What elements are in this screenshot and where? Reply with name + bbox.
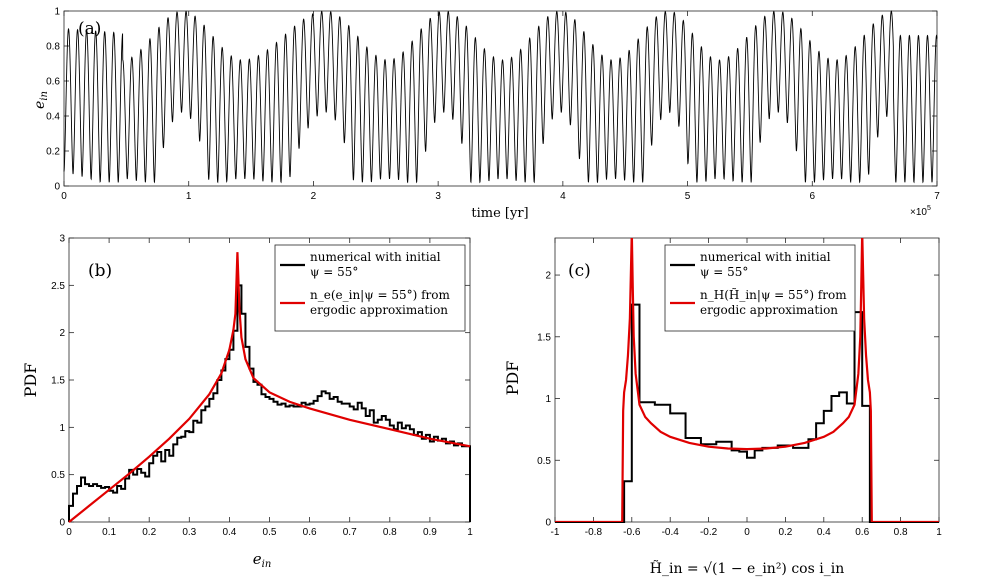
x-tick-label-1: 0.9 <box>423 527 437 538</box>
legend-entry-line2-1-1: ergodic approximation <box>310 303 448 317</box>
x-tick-label-2: 0.2 <box>778 527 792 538</box>
series-line-e-in-time <box>63 10 938 184</box>
y-tick-label-1: 2 <box>59 328 65 339</box>
x-tick-label-2: -0.8 <box>585 527 603 538</box>
panel-c-hamiltonian-pdf: (c) PDF H̃_in = √(1 − e_in²) cos i_in -1… <box>503 237 942 577</box>
legend-entry-2-0: numerical with initial <box>700 250 831 264</box>
panel-a-time-series: (a) ein time [yr] ×105 0 1 2 3 4 5 6 7 0 0.2 0.4 0.… <box>32 7 940 222</box>
y-tick-label-2: 0 <box>545 518 551 529</box>
x-axis-label-b: ein <box>253 550 272 570</box>
x-tick-label-0: 3 <box>435 191 441 202</box>
curve-ergodic-b <box>68 252 471 523</box>
x-tick-label-1: 0.4 <box>222 527 236 538</box>
x-tick-label-1: 0.1 <box>102 527 116 538</box>
x-tick-label-2: 0 <box>744 527 750 538</box>
x-tick-label-1: 0.2 <box>142 527 156 538</box>
x-tick-label-0: 5 <box>685 191 691 202</box>
x-tick-label-2: 0.6 <box>855 527 869 538</box>
x-tick-label-2: -1 <box>551 527 560 538</box>
legend-entry-line2-2-0: ψ = 55° <box>700 265 748 279</box>
y-tick-label-2: 2 <box>545 271 551 282</box>
legend-entry-2-1: n_H(H̃_in|ψ = 55°) from <box>700 287 847 302</box>
x-tick-label-2: 0.8 <box>894 527 908 538</box>
x-axis-label-a: time [yr] <box>471 206 528 221</box>
y-tick-label-0: 0.2 <box>46 147 60 158</box>
y-axis-label-c: PDF <box>503 361 522 396</box>
x-tick-label-2: 0.4 <box>817 527 831 538</box>
y-tick-label-2: 0.5 <box>537 456 551 467</box>
x-tick-label-1: 0.7 <box>343 527 357 538</box>
y-tick-label-1: 0 <box>59 518 65 529</box>
y-tick-label-0: 0.8 <box>46 42 60 53</box>
x-axis-exponent-a: ×105 <box>910 205 931 218</box>
legend-entry-line2-1-0: ψ = 55° <box>310 265 358 279</box>
y-tick-label-1: 0.5 <box>51 470 65 481</box>
y-tick-label-1: 2.5 <box>51 281 65 292</box>
x-tick-label-1: 1 <box>467 527 473 538</box>
y-tick-label-0: 0.6 <box>46 77 60 88</box>
x-axis-label-c: H̃_in = √(1 − e_in²) cos i_in <box>650 559 844 577</box>
x-tick-label-2: 1 <box>936 527 942 538</box>
x-tick-label-1: 0.6 <box>303 527 317 538</box>
x-tick-label-1: 0.5 <box>263 527 277 538</box>
x-tick-label-0: 2 <box>311 191 317 202</box>
y-tick-label-0: 0.4 <box>46 112 60 123</box>
y-tick-label-1: 3 <box>59 234 65 245</box>
y-axis-label-b: PDF <box>21 363 40 398</box>
x-tick-label-2: -0.6 <box>623 527 641 538</box>
y-tick-label-1: 1.5 <box>51 376 65 387</box>
legend-box-1 <box>274 244 466 332</box>
x-tick-label-0: 0 <box>61 191 67 202</box>
x-tick-label-0: 7 <box>934 191 940 202</box>
panel-label-c: (c) <box>568 261 591 281</box>
panel-label-a: (a) <box>78 19 101 39</box>
x-tick-label-0: 1 <box>186 191 192 202</box>
x-tick-label-2: -0.4 <box>662 527 680 538</box>
legend-entry-line2-2-1: ergodic approximation <box>700 303 838 317</box>
histogram-numerical-c <box>555 303 939 523</box>
y-tick-label-2: 1.5 <box>537 332 551 343</box>
curve-ergodic-c <box>555 238 939 522</box>
y-tick-label-2: 1 <box>545 394 551 405</box>
panel-label-b: (b) <box>88 261 112 281</box>
plot-frame-0 <box>63 10 938 187</box>
x-tick-label-0: 4 <box>560 191 566 202</box>
y-axis-label-a: ein <box>32 91 50 109</box>
x-tick-label-0: 6 <box>810 191 816 202</box>
panel-b-eccentricity-pdf: (b) PDF ein 0 0.1 0.2 0.3 0.4 0.5 0.6 0.7 0.8 0.9… <box>21 234 473 571</box>
legend-entry-1-1: n_e(e_in|ψ = 55°) from <box>310 288 450 302</box>
x-tick-label-1: 0.3 <box>182 527 196 538</box>
legend-entry-1-0: numerical with initial <box>310 250 441 264</box>
x-tick-label-1: 0 <box>66 527 72 538</box>
y-tick-label-1: 1 <box>59 423 65 434</box>
x-tick-label-2: -0.2 <box>700 527 718 538</box>
x-tick-label-1: 0.8 <box>383 527 397 538</box>
y-tick-label-0: 0 <box>54 182 60 193</box>
y-tick-label-0: 1 <box>54 7 60 18</box>
histogram-numerical-b <box>68 284 471 522</box>
legend-box-2 <box>664 244 856 332</box>
